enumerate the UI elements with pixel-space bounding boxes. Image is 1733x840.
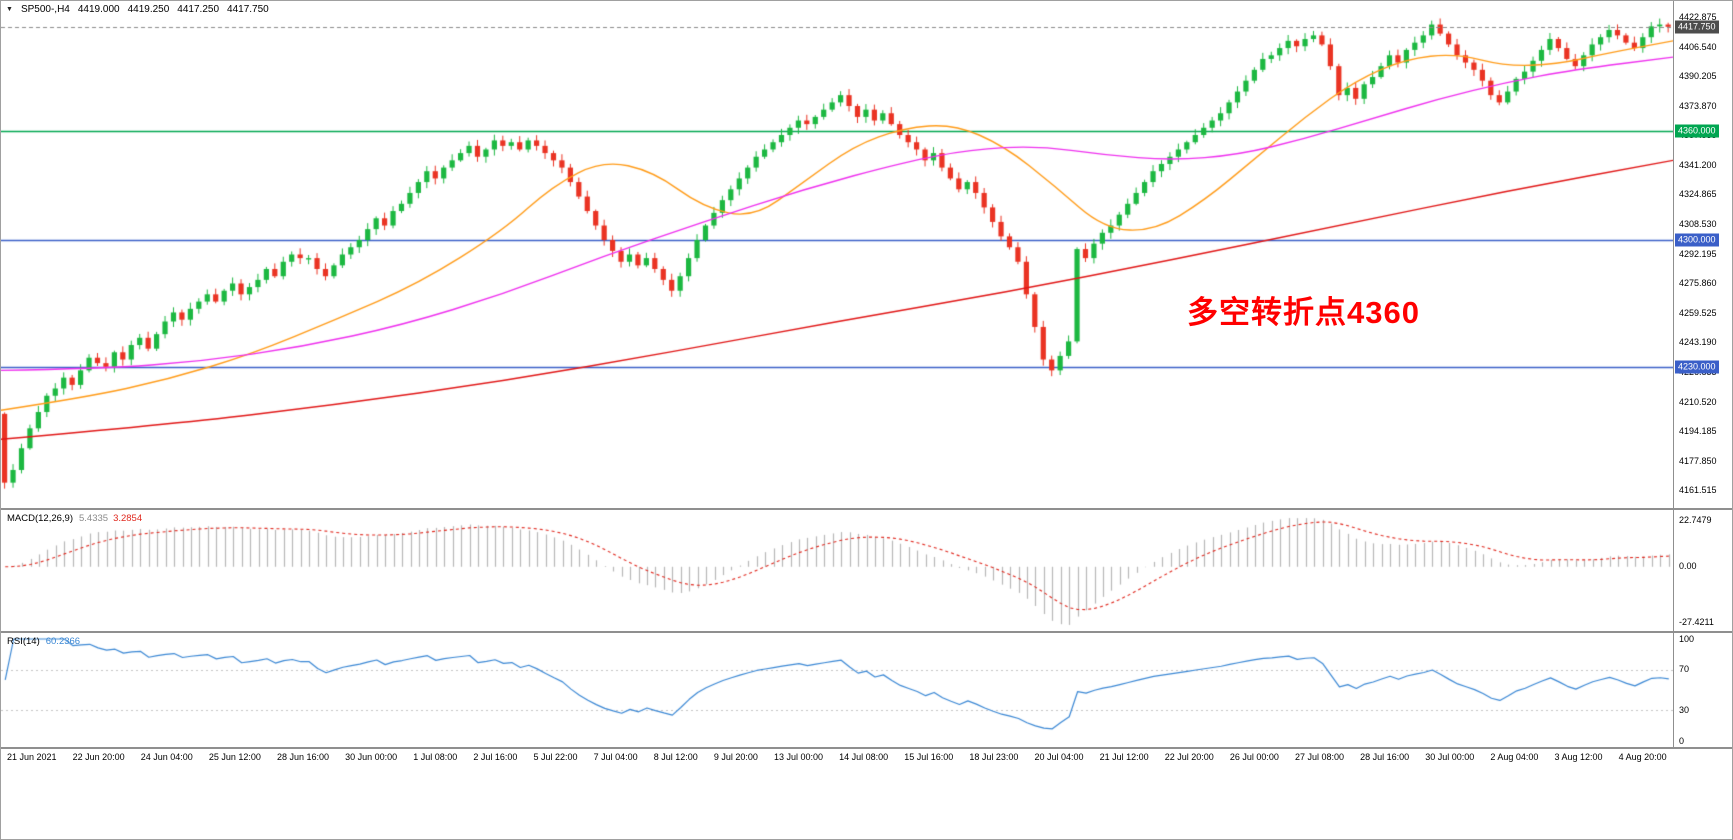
macd-title: MACD(12,26,9) — [7, 513, 73, 524]
time-axis-label: 28 Jun 16:00 — [277, 752, 330, 762]
rsi-value: 60.2366 — [45, 636, 81, 647]
price-axis-tick: 4243.190 — [1679, 337, 1717, 348]
price-axis-tick: 4406.540 — [1679, 41, 1717, 52]
time-axis-label: 14 Jul 08:00 — [839, 752, 889, 762]
price-axis-tick: 4161.515 — [1679, 485, 1717, 496]
time-axis-label: 28 Jul 16:00 — [1360, 752, 1410, 762]
price-axis-tick: 4275.860 — [1679, 278, 1717, 289]
rsi-axis-tick: 30 — [1679, 704, 1690, 715]
time-axis-label: 25 Jun 12:00 — [208, 752, 261, 762]
time-axis-label: 26 Jul 00:00 — [1229, 752, 1279, 762]
rsi-axis-tick: 100 — [1679, 633, 1695, 644]
chart-symbol-bar: ▼ SP500-,H4 4419.000 4419.250 4417.250 4… — [6, 4, 269, 15]
time-axis-label: 21 Jul 12:00 — [1099, 752, 1149, 762]
time-axis-label: 22 Jul 20:00 — [1164, 752, 1214, 762]
rsi-axis-tick: 0 — [1679, 735, 1685, 746]
ohlc-low-value: 4417.250 — [177, 4, 220, 15]
macd-indicator-panel[interactable] — [1, 510, 1673, 631]
symbol-timeframe-label: SP500-,H4 — [20, 4, 70, 15]
time-axis-label: 20 Jul 04:00 — [1034, 752, 1084, 762]
time-axis-label: 27 Jul 08:00 — [1295, 752, 1345, 762]
price-axis-tick: 4422.875 — [1679, 12, 1717, 23]
price-level-badge[interactable]: 4230.000 — [1675, 360, 1719, 374]
rsi-indicator-panel[interactable] — [1, 633, 1673, 747]
current-price-badge: 4417.750 — [1675, 20, 1719, 34]
macd-axis-tick: -27.4211 — [1679, 616, 1714, 627]
price-axis-tick: 4210.520 — [1679, 396, 1717, 407]
price-axis-tick: 4308.530 — [1679, 219, 1717, 230]
panel-divider-rsi-time[interactable] — [1, 747, 1732, 749]
time-axis-label: 24 Jun 04:00 — [140, 752, 193, 762]
price-axis-tick: 4341.200 — [1679, 159, 1717, 170]
macd-label: MACD(12,26,9) 5.4335 3.2854 — [7, 513, 142, 524]
macd-axis-tick: 0.00 — [1679, 561, 1697, 572]
time-axis-label: 4 Aug 20:00 — [1618, 752, 1667, 762]
price-axis-tick: 4177.850 — [1679, 455, 1717, 466]
time-axis-label: 9 Jul 20:00 — [713, 752, 758, 762]
main-price-chart[interactable] — [1, 1, 1673, 508]
time-axis-label: 3 Aug 12:00 — [1554, 752, 1603, 762]
price-axis[interactable]: 4422.8754406.5404390.2054373.8704357.535… — [1673, 1, 1732, 747]
ohlc-close-value: 4417.750 — [227, 4, 269, 15]
time-axis-label: 15 Jul 16:00 — [904, 752, 954, 762]
time-axis-label: 21 Jun 2021 — [7, 752, 57, 762]
price-level-badge[interactable]: 4300.000 — [1675, 233, 1719, 247]
rsi-title: RSI(14) — [7, 636, 40, 647]
rsi-axis-tick: 70 — [1679, 664, 1690, 675]
ohlc-high-value: 4419.250 — [127, 4, 170, 15]
macd-axis-tick: 22.7479 — [1679, 515, 1712, 526]
time-axis-label: 13 Jul 00:00 — [774, 752, 824, 762]
ohlc-open-value: 4419.000 — [77, 4, 120, 15]
panel-divider-main-macd[interactable] — [1, 508, 1732, 510]
panel-divider-macd-rsi[interactable] — [1, 631, 1732, 633]
chart-dropdown-icon[interactable]: ▼ — [6, 5, 13, 13]
price-axis-tick: 4194.185 — [1679, 426, 1717, 437]
time-axis-label: 7 Jul 04:00 — [593, 752, 638, 762]
time-axis-label: 18 Jul 23:00 — [969, 752, 1019, 762]
time-axis[interactable]: 21 Jun 2021 22 Jun 20:00 24 Jun 04:00 25 Ju… — [1, 750, 1673, 762]
time-axis-label: 8 Jul 12:00 — [653, 752, 698, 762]
trend-note-text[interactable]: 多空转折点4360 — [1187, 295, 1420, 330]
macd-main-value: 5.4335 — [79, 513, 109, 524]
time-axis-label: 5 Jul 22:00 — [533, 752, 578, 762]
price-axis-tick: 4373.870 — [1679, 100, 1717, 111]
time-axis-label: 30 Jun 00:00 — [345, 752, 398, 762]
rsi-label: RSI(14) 60.2366 — [7, 636, 80, 647]
price-level-badge[interactable]: 4360.000 — [1675, 124, 1719, 138]
macd-signal-value: 3.2854 — [113, 513, 143, 524]
time-axis-label: 2 Jul 16:00 — [473, 752, 518, 762]
price-axis-tick: 4390.205 — [1679, 71, 1717, 82]
time-axis-label: 30 Jul 00:00 — [1425, 752, 1475, 762]
price-axis-tick: 4259.525 — [1679, 307, 1717, 318]
time-axis-label: 1 Jul 08:00 — [413, 752, 458, 762]
time-axis-label: 22 Jun 20:00 — [72, 752, 125, 762]
price-axis-tick: 4292.195 — [1679, 248, 1717, 259]
price-axis-tick: 4324.865 — [1679, 189, 1717, 200]
time-axis-label: 2 Aug 04:00 — [1490, 752, 1539, 762]
